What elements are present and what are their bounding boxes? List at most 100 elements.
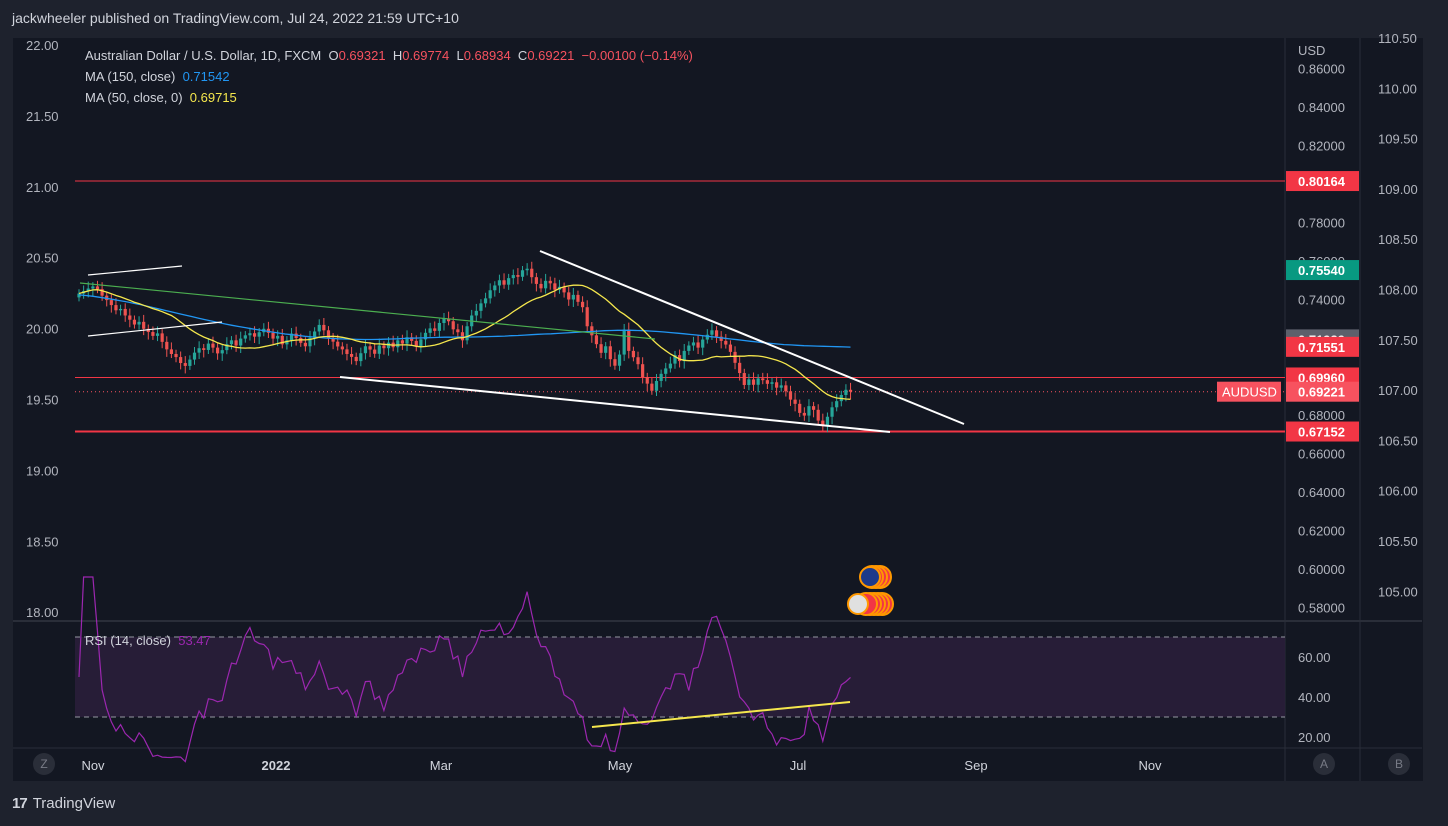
candle-body [428,328,432,333]
candle-body [821,420,825,426]
candle-body [414,340,418,347]
us-flag-icon [847,593,869,615]
candle-body [659,373,663,381]
candle-body [474,310,478,316]
far-right-axis-tick: 107.00 [1378,383,1418,398]
candle-body [160,333,164,342]
auto-scale-button[interactable]: A [1313,753,1335,775]
b-button[interactable]: B [1388,753,1410,775]
candle-body [627,329,631,351]
price-label-text: 0.75540 [1298,263,1345,278]
candle-body [775,382,779,388]
candle-body [336,341,340,347]
left-axis-tick: 21.00 [26,180,59,195]
price-label-box [1286,336,1359,357]
candle-body [645,377,649,384]
close-value: 0.69221 [527,48,575,63]
candle-body [687,345,691,351]
candle-body [784,385,788,392]
candle-body [423,332,428,340]
candle-body [373,349,377,354]
candle-body [497,280,502,286]
ma50-label: MA (50, close, 0) [85,90,183,105]
candle-body [576,294,580,302]
candle-body [211,343,215,348]
candle-body [608,346,612,360]
candle-body [169,349,173,354]
candle-body [664,368,668,374]
price-label-text: 0.71551 [1298,340,1345,355]
price-label-box [1286,171,1359,192]
rsi-legend[interactable]: RSI (14, close) 53.47 [85,633,211,648]
price-label-text: 0.69221 [1298,385,1345,400]
candle-body [118,308,123,311]
rsi-label: RSI (14, close) [85,633,171,648]
candle-body [705,334,709,340]
candle-body [308,337,312,347]
ma50-value: 0.69715 [189,90,237,105]
candle-body [451,321,455,330]
far-right-axis-tick: 106.00 [1378,484,1418,499]
symbol-name: Australian Dollar / U.S. Dollar, 1D, FXC… [85,48,322,63]
candle-body [738,362,742,374]
candle-body [289,333,294,341]
time-axis-tick: Nov [1138,758,1162,773]
ma50-row[interactable]: MA (50, close, 0) 0.69715 [85,87,693,108]
candle-body [544,280,548,289]
green-trendline [79,282,656,340]
symbol-tag-box [1217,381,1281,402]
candle-body [691,342,696,346]
time-axis-tick: May [608,758,633,773]
close-label: C [517,48,528,63]
candle-body [848,389,853,392]
candle-body [516,275,520,277]
time-axis-tick: Mar [430,758,453,773]
candle-body [396,340,400,348]
candle-body [109,300,113,306]
rsi-line [78,576,851,763]
rsi-rising-trendline [591,701,851,728]
candle-body [793,399,797,404]
candle-body [641,364,645,378]
open-value: 0.69321 [338,48,386,63]
candle-body [419,339,423,347]
rsi-axis-tick: 20.00 [1298,730,1331,745]
candle-body [276,335,280,339]
footer: 17 TradingView [12,795,115,812]
price-axis-tick: 0.58000 [1298,601,1345,616]
far-right-axis-tick: 108.50 [1378,232,1418,247]
candle-body [530,268,534,278]
ma150-row[interactable]: MA (150, close) 0.71542 [85,66,693,87]
candle-body [747,379,751,385]
price-label-box [1286,421,1359,442]
candle-body [229,340,234,345]
price-axis-tick: 0.60000 [1298,562,1345,577]
symbol-tag-text: AUDUSD [1222,385,1277,400]
candle-body [507,278,511,285]
candle-body [128,315,132,320]
candle-body [151,332,155,336]
candle-body [216,347,220,354]
candle-body [613,359,617,366]
candle-body [349,353,354,357]
high-label: H [392,48,403,63]
rsi-value: 53.47 [178,633,211,648]
candle-body [234,340,238,346]
candle-body [220,350,224,354]
far-right-axis-tick: 105.50 [1378,534,1418,549]
currency-label: USD [1298,43,1325,58]
open-label: O [328,48,339,63]
candle-body [654,380,659,391]
candle-body [548,280,552,284]
candle-body [483,298,488,304]
publish-info: jackwheeler published on TradingView.com… [12,10,459,26]
top-bar: jackwheeler published on TradingView.com… [0,0,1448,38]
z-button[interactable]: Z [33,753,55,775]
rsi-band [75,637,1285,717]
candle-body [479,303,483,311]
candle-body [322,324,326,331]
left-axis-tick: 20.00 [26,322,59,337]
candle-body [714,330,719,337]
time-axis-tick: Nov [81,758,105,773]
